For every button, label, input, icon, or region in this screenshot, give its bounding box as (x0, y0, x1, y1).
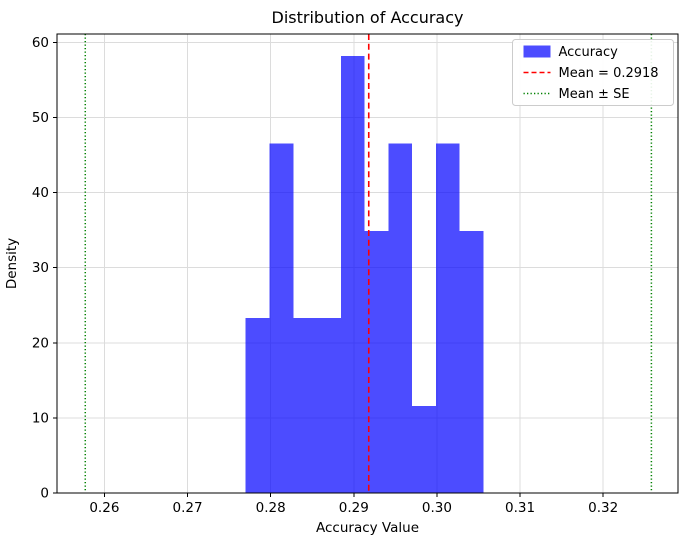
histogram-bar (364, 230, 389, 494)
y-axis-label: Density (4, 238, 20, 289)
legend-box (512, 39, 674, 106)
histogram-bar (317, 317, 341, 493)
legend-label: Mean = 0.2918 (559, 66, 659, 81)
histogram-bar (269, 143, 294, 494)
x-tick-label: 0.31 (505, 500, 535, 516)
histogram-bar (340, 55, 365, 494)
x-tick-label: 0.26 (89, 500, 119, 516)
y-tick-label: 0 (40, 486, 49, 502)
y-tick-label: 60 (32, 35, 49, 51)
legend-label: Mean ± SE (559, 87, 630, 102)
x-tick-label: 0.32 (588, 500, 618, 516)
legend-swatch-patch (523, 45, 551, 58)
histogram-bar (245, 317, 270, 493)
y-tick-label: 30 (32, 260, 49, 276)
y-tick-label: 20 (32, 335, 49, 351)
histogram-bar (388, 143, 413, 494)
x-tick-label: 0.27 (172, 500, 202, 516)
histogram-bar (293, 317, 318, 493)
plot-border (56, 33, 679, 494)
chart-title: Distribution of Accuracy (272, 8, 464, 27)
legend-label: Accuracy (559, 45, 619, 60)
histogram-bar (412, 405, 436, 493)
histogram-bar (459, 230, 484, 494)
x-tick-label: 0.30 (422, 500, 452, 516)
x-axis-label: Accuracy Value (316, 520, 419, 536)
y-tick-label: 10 (32, 410, 49, 426)
y-tick-label: 50 (32, 110, 49, 126)
x-tick-label: 0.28 (256, 500, 286, 516)
histogram-bar (435, 143, 460, 494)
x-tick-label: 0.29 (339, 500, 369, 516)
y-tick-label: 40 (32, 185, 49, 201)
